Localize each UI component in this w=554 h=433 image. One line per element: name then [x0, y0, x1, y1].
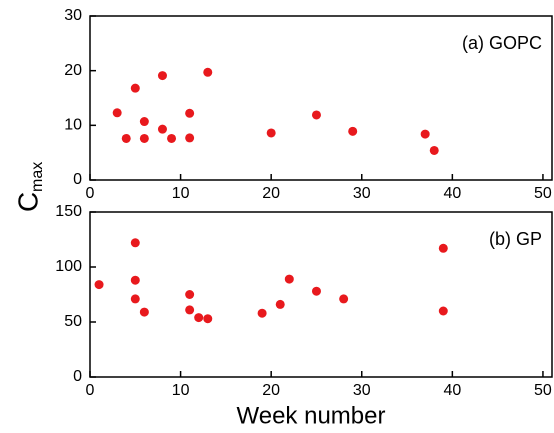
data-point	[257, 308, 267, 318]
data-point	[420, 129, 430, 139]
data-point	[203, 314, 213, 324]
data-point	[121, 133, 131, 143]
data-point	[130, 275, 140, 285]
x-axis-label: Week number	[237, 402, 386, 429]
data-point	[139, 307, 149, 317]
panel-annotation: (a) GOPC	[462, 33, 542, 53]
x-tick-label: 10	[172, 382, 190, 399]
panel-annotation: (b) GP	[489, 229, 542, 249]
data-point	[275, 299, 285, 309]
x-tick-label: 30	[353, 185, 371, 202]
y-tick-label: 150	[55, 203, 82, 220]
x-tick-label: 50	[534, 185, 552, 202]
data-point	[185, 133, 195, 143]
data-point	[167, 133, 177, 143]
data-point	[157, 124, 167, 134]
data-point	[203, 67, 213, 77]
data-point	[185, 305, 195, 315]
data-point	[311, 286, 321, 296]
data-point	[266, 128, 276, 138]
data-point	[94, 280, 104, 290]
data-point	[348, 126, 358, 136]
data-point	[130, 83, 140, 93]
data-point	[339, 294, 349, 304]
x-tick-label: 10	[172, 185, 190, 202]
data-point	[429, 145, 439, 155]
y-tick-label: 0	[73, 368, 82, 385]
x-tick-label: 40	[443, 382, 461, 399]
plot-frame	[89, 15, 553, 181]
data-point	[139, 117, 149, 127]
x-tick-label: 30	[353, 382, 371, 399]
y-tick-label: 0	[73, 171, 82, 188]
y-axis-label: C	[12, 192, 43, 212]
x-tick-label: 20	[262, 382, 280, 399]
plot-frame	[89, 211, 553, 378]
data-point	[438, 243, 448, 253]
x-tick-label: 0	[86, 185, 95, 202]
y-tick-label: 20	[64, 62, 82, 79]
data-point	[112, 108, 122, 118]
x-tick-label: 20	[262, 185, 280, 202]
data-point	[311, 110, 321, 120]
data-point	[438, 306, 448, 316]
data-point	[130, 238, 140, 248]
data-point	[284, 274, 294, 284]
y-tick-label: 10	[64, 117, 82, 134]
x-tick-label: 40	[443, 185, 461, 202]
data-point	[139, 133, 149, 143]
data-point	[130, 294, 140, 304]
y-tick-label: 30	[64, 7, 82, 24]
y-tick-label: 50	[64, 313, 82, 330]
x-tick-label: 0	[86, 382, 95, 399]
data-point	[185, 108, 195, 118]
data-point	[194, 313, 204, 323]
x-tick-label: 50	[534, 382, 552, 399]
y-tick-label: 100	[55, 258, 82, 275]
y-axis-label-subscript: max	[29, 162, 46, 192]
data-point	[185, 290, 195, 299]
data-point	[157, 71, 167, 81]
